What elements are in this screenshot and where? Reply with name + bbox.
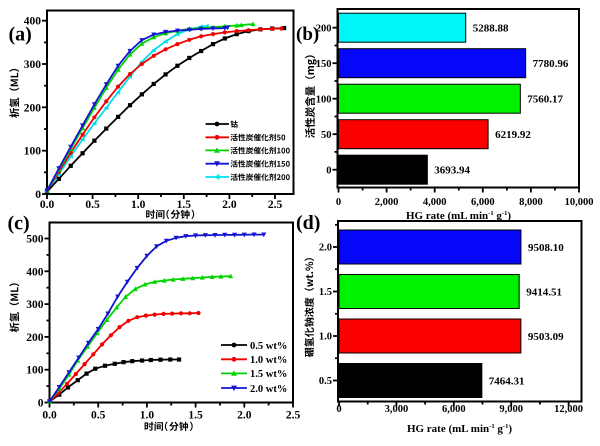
svg-text:200: 200 xyxy=(316,23,332,34)
svg-text:100: 100 xyxy=(316,94,332,105)
svg-text:0.5 wt%: 0.5 wt% xyxy=(250,341,287,352)
svg-text:2,000: 2,000 xyxy=(375,197,399,208)
svg-text:6,000: 6,000 xyxy=(471,197,495,208)
svg-text:2.0: 2.0 xyxy=(222,199,237,211)
svg-text:1.0 wt%: 1.0 wt% xyxy=(250,355,287,366)
svg-text:0.0: 0.0 xyxy=(40,199,55,211)
svg-text:1.0: 1.0 xyxy=(140,410,155,422)
svg-text:(a): (a) xyxy=(9,24,32,46)
svg-text:300: 300 xyxy=(26,299,44,311)
svg-text:300: 300 xyxy=(24,59,42,71)
svg-text:2.0: 2.0 xyxy=(319,243,332,254)
svg-text:100: 100 xyxy=(24,146,42,158)
svg-text:7560.17: 7560.17 xyxy=(527,94,563,106)
svg-text:9503.09: 9503.09 xyxy=(528,331,564,343)
svg-text:150: 150 xyxy=(316,59,332,70)
svg-text:1.0: 1.0 xyxy=(131,199,146,211)
svg-text:200: 200 xyxy=(26,332,44,344)
svg-text:1.0: 1.0 xyxy=(319,332,332,343)
svg-text:10,000: 10,000 xyxy=(565,197,594,208)
svg-text:7464.31: 7464.31 xyxy=(489,375,525,387)
svg-text:0.5: 0.5 xyxy=(319,376,332,387)
svg-text:8,000: 8,000 xyxy=(519,197,543,208)
svg-text:500: 500 xyxy=(26,234,44,246)
svg-text:0: 0 xyxy=(336,404,341,415)
svg-text:0: 0 xyxy=(38,398,44,410)
svg-text:HG rate (mL min-1 g-1): HG rate (mL min-1 g-1) xyxy=(406,210,511,222)
svg-text:12,000: 12,000 xyxy=(554,404,583,415)
svg-text:0: 0 xyxy=(35,189,41,201)
svg-text:1.5 wt%: 1.5 wt% xyxy=(250,369,287,380)
svg-text:9414.51: 9414.51 xyxy=(526,286,562,298)
svg-text:2.0 wt%: 2.0 wt% xyxy=(250,384,287,395)
svg-text:(b): (b) xyxy=(296,24,319,45)
svg-text:2.0: 2.0 xyxy=(237,410,252,422)
svg-text:2.5: 2.5 xyxy=(268,199,283,211)
svg-text:1.5: 1.5 xyxy=(319,287,332,298)
svg-text:6,000: 6,000 xyxy=(442,404,466,415)
svg-text:0.0: 0.0 xyxy=(42,410,57,422)
svg-text:4,000: 4,000 xyxy=(423,197,447,208)
svg-text:0.5: 0.5 xyxy=(91,410,106,422)
svg-text:3693.94: 3693.94 xyxy=(434,165,470,177)
svg-text:(c): (c) xyxy=(8,213,30,235)
svg-text:9508.10: 9508.10 xyxy=(528,242,564,254)
svg-text:2.5: 2.5 xyxy=(286,410,301,422)
svg-text:6219.92: 6219.92 xyxy=(495,129,531,141)
svg-text:9,000: 9,000 xyxy=(499,404,523,415)
svg-text:1.5: 1.5 xyxy=(177,199,192,211)
svg-text:HG rate (mL min-1 g-1): HG rate (mL min-1 g-1) xyxy=(407,423,512,435)
svg-text:(d): (d) xyxy=(296,212,320,234)
svg-text:0: 0 xyxy=(336,197,341,208)
svg-text:7780.96: 7780.96 xyxy=(533,58,569,70)
svg-text:0.5: 0.5 xyxy=(85,199,100,211)
svg-text:0: 0 xyxy=(326,165,331,176)
svg-text:3,000: 3,000 xyxy=(385,404,409,415)
svg-text:5288.88: 5288.88 xyxy=(473,23,509,35)
svg-text:400: 400 xyxy=(26,266,44,278)
svg-text:1.5: 1.5 xyxy=(188,410,203,422)
svg-text:200: 200 xyxy=(24,102,42,114)
svg-text:100: 100 xyxy=(26,365,44,377)
svg-text:400: 400 xyxy=(24,16,42,28)
svg-text:50: 50 xyxy=(321,130,332,141)
